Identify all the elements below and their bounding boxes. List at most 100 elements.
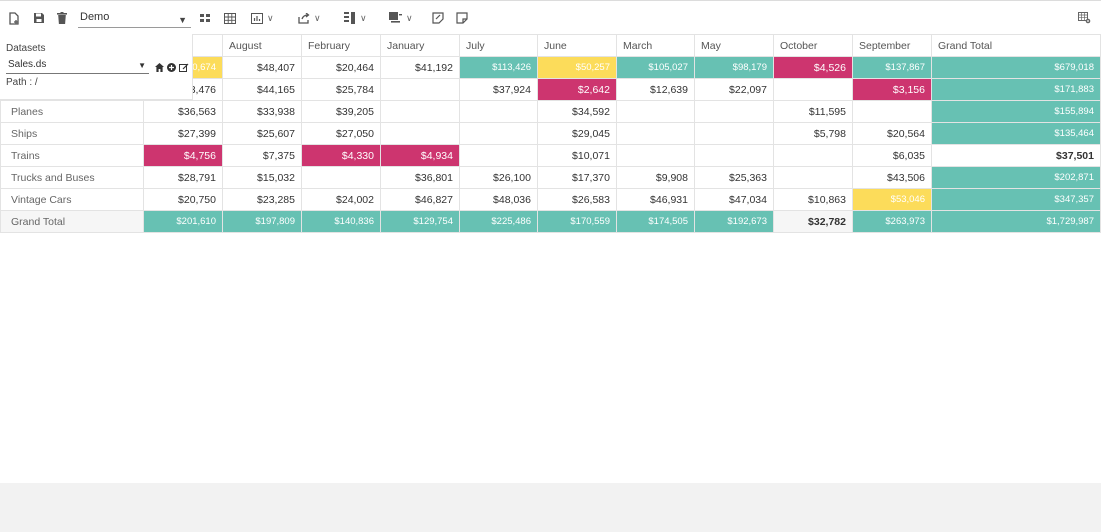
data-cell[interactable]: $263,973 [852,210,932,233]
data-cell[interactable]: $192,673 [694,210,774,233]
data-cell[interactable]: $27,399 [143,122,223,145]
grid-layout-icon[interactable] [200,10,210,26]
report-select[interactable]: Demo ▼ [78,8,191,28]
data-cell[interactable]: $7,375 [222,144,302,167]
data-cell[interactable]: $4,756 [143,144,223,167]
dataset-select[interactable]: Sales.ds ▼ [6,58,149,74]
delete-icon[interactable] [57,10,67,26]
data-cell[interactable]: $50,257 [537,56,617,79]
data-cell[interactable] [616,144,695,167]
data-cell[interactable]: $679,018 [931,56,1101,79]
format-icon[interactable]: ∨ [389,10,413,26]
data-cell[interactable]: $33,938 [222,100,302,123]
data-cell[interactable]: $171,883 [931,78,1101,101]
data-cell[interactable] [694,122,774,145]
data-cell[interactable]: $98,179 [694,56,774,79]
data-cell[interactable]: $4,330 [301,144,381,167]
data-cell[interactable]: $170,559 [537,210,617,233]
column-header[interactable]: August [222,34,302,57]
data-cell[interactable]: $46,931 [616,188,695,211]
data-cell[interactable]: $15,032 [222,166,302,189]
row-header[interactable]: Trains [0,144,144,167]
data-cell[interactable]: $46,827 [380,188,460,211]
data-cell[interactable]: $137,867 [852,56,932,79]
home-icon[interactable] [155,59,164,77]
edit-note-icon[interactable] [432,10,444,26]
data-cell[interactable] [616,100,695,123]
data-cell[interactable] [380,122,460,145]
data-cell[interactable]: $28,791 [143,166,223,189]
data-cell[interactable]: $44,165 [222,78,302,101]
data-cell[interactable]: $3,156 [852,78,932,101]
data-cell[interactable]: $4,526 [773,56,853,79]
data-cell[interactable]: $27,050 [301,122,381,145]
data-cell[interactable] [773,144,853,167]
data-cell[interactable]: $39,205 [301,100,381,123]
data-cell[interactable]: $129,754 [380,210,460,233]
data-cell[interactable]: $36,801 [380,166,460,189]
data-cell[interactable]: $23,285 [222,188,302,211]
column-header[interactable]: September [852,34,932,57]
data-cell[interactable]: $10,863 [773,188,853,211]
row-header[interactable]: Ships [0,122,144,145]
data-cell[interactable]: $53,046 [852,188,932,211]
data-cell[interactable]: $43,506 [852,166,932,189]
data-cell[interactable] [694,144,774,167]
data-cell[interactable]: $20,564 [852,122,932,145]
data-cell[interactable] [616,122,695,145]
data-cell[interactable]: $17,370 [537,166,617,189]
note-icon[interactable] [456,10,468,26]
data-cell[interactable]: $12,639 [616,78,695,101]
data-cell[interactable]: $47,034 [694,188,774,211]
data-cell[interactable]: $4,934 [380,144,460,167]
data-cell[interactable]: $202,871 [931,166,1101,189]
data-cell[interactable]: $174,505 [616,210,695,233]
data-cell[interactable]: $113,426 [459,56,538,79]
data-cell[interactable]: $9,908 [616,166,695,189]
data-cell[interactable]: $24,002 [301,188,381,211]
fields-icon[interactable]: ∨ [344,10,367,26]
data-cell[interactable]: $41,192 [380,56,460,79]
settings-grid-icon[interactable] [1078,10,1091,26]
data-cell[interactable]: $140,836 [301,210,381,233]
new-report-icon[interactable] [8,10,20,26]
add-circle-icon[interactable] [167,59,176,77]
data-cell[interactable]: $1,729,987 [931,210,1101,233]
data-cell[interactable]: $25,607 [222,122,302,145]
column-header[interactable]: June [537,34,617,57]
column-header[interactable]: May [694,34,774,57]
data-cell[interactable]: $225,486 [459,210,538,233]
row-header[interactable]: Vintage Cars [0,188,144,211]
data-cell[interactable] [459,144,538,167]
data-cell[interactable]: $197,809 [222,210,302,233]
data-cell[interactable]: $6,035 [852,144,932,167]
data-cell[interactable]: $135,464 [931,122,1101,145]
data-cell[interactable]: $25,363 [694,166,774,189]
export-icon[interactable]: ∨ [298,10,321,26]
chart-view-icon[interactable]: ∨ [251,10,274,26]
data-cell[interactable]: $105,027 [616,56,695,79]
data-cell[interactable]: $5,798 [773,122,853,145]
data-cell[interactable] [852,100,932,123]
data-cell[interactable]: $34,592 [537,100,617,123]
data-cell[interactable]: $155,894 [931,100,1101,123]
data-cell[interactable]: $48,036 [459,188,538,211]
data-cell[interactable]: $25,784 [301,78,381,101]
data-cell[interactable] [459,100,538,123]
data-cell[interactable] [694,100,774,123]
data-cell[interactable] [459,122,538,145]
data-cell[interactable] [301,166,381,189]
data-cell[interactable]: $20,464 [301,56,381,79]
column-header[interactable]: March [616,34,695,57]
data-cell[interactable]: $48,407 [222,56,302,79]
table-view-icon[interactable] [224,10,236,26]
column-header[interactable]: October [773,34,853,57]
data-cell[interactable]: $32,782 [773,210,853,233]
row-header[interactable]: Grand Total [0,210,144,233]
data-cell[interactable]: $37,924 [459,78,538,101]
save-icon[interactable] [33,10,45,26]
data-cell[interactable] [773,166,853,189]
column-header[interactable]: February [301,34,381,57]
column-header[interactable]: July [459,34,538,57]
data-cell[interactable]: $347,357 [931,188,1101,211]
